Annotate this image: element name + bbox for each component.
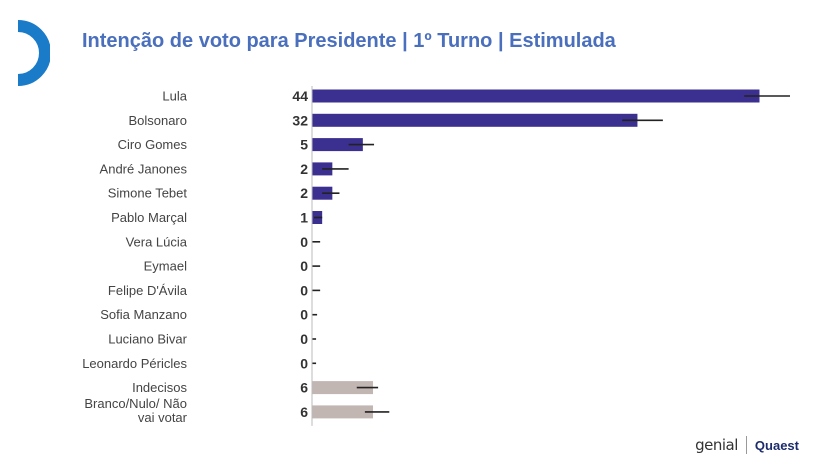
data-label: 2	[300, 161, 308, 177]
logo-divider	[745, 436, 747, 454]
data-label: 0	[300, 307, 308, 323]
category-label: Luciano Bivar	[108, 332, 187, 347]
chart-title: Intenção de voto para Presidente | 1º Tu…	[82, 30, 616, 52]
data-label: 6	[300, 404, 308, 420]
category-label: Branco/Nulo/ Não vai votar	[84, 396, 187, 425]
category-label: Indecisos	[132, 380, 187, 395]
data-label: 1	[300, 210, 308, 226]
category-label: Ciro Gomes	[118, 137, 188, 152]
data-label: 0	[300, 258, 308, 274]
bar	[312, 113, 638, 127]
category-label: Leonardo Péricles	[82, 356, 187, 371]
genial-logo: genial	[695, 436, 738, 454]
bar	[312, 138, 363, 152]
category-label: Vera Lúcia	[126, 234, 188, 249]
category-label: Eymael	[144, 259, 187, 274]
bar	[312, 381, 374, 395]
data-label: 6	[300, 380, 308, 396]
brand-arc-shape	[17, 20, 51, 86]
data-label: 5	[300, 137, 308, 153]
data-label: 44	[292, 88, 308, 104]
category-label: Lula	[162, 89, 187, 104]
data-label: 32	[292, 112, 308, 128]
data-label: 0	[300, 234, 308, 250]
category-label: Pablo Marçal	[111, 210, 187, 225]
category-label: Bolsonaro	[128, 113, 187, 128]
data-label: 2	[300, 185, 308, 201]
data-label: 0	[300, 331, 308, 347]
category-label: André Janones	[100, 161, 188, 176]
data-label: 0	[300, 282, 308, 298]
data-label: 0	[300, 355, 308, 371]
footer-logos: genial Quaest	[695, 436, 799, 454]
brand-arc-icon	[0, 0, 51, 95]
category-label: Sofia Manzano	[100, 307, 187, 322]
bar	[312, 405, 374, 419]
bar	[312, 89, 760, 103]
category-label: Simone Tebet	[108, 186, 188, 201]
category-label: Felipe D'Ávila	[108, 283, 188, 298]
quaest-logo: Quaest	[754, 437, 799, 453]
